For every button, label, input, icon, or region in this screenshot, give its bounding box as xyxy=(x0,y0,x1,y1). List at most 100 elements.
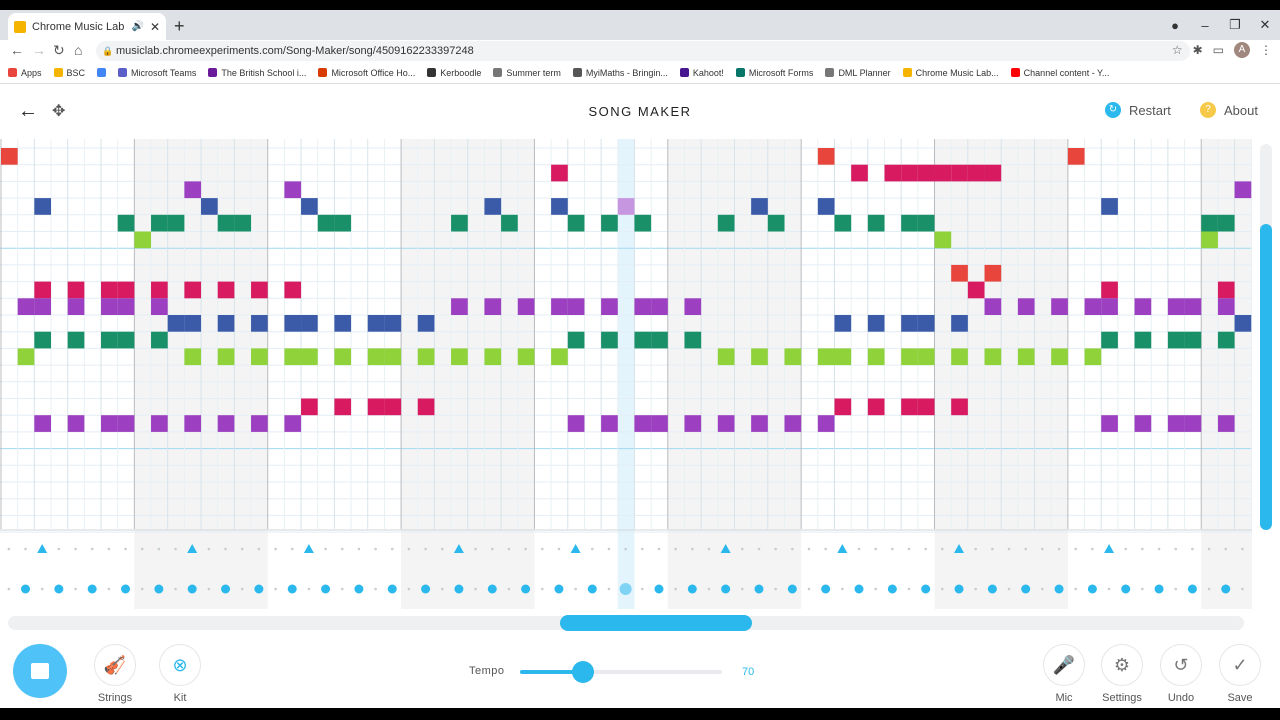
vertical-scrollbar-thumb[interactable] xyxy=(1260,224,1272,530)
percussion-empty-dot[interactable] xyxy=(907,547,911,551)
note-cell[interactable] xyxy=(817,148,835,165)
note-cell[interactable] xyxy=(717,214,735,232)
note-cell[interactable] xyxy=(917,315,935,332)
note-cell[interactable] xyxy=(284,281,302,299)
note-cell[interactable] xyxy=(384,348,402,366)
percussion-empty-dot[interactable] xyxy=(40,587,44,591)
note-cell[interactable] xyxy=(567,214,585,232)
bookmark-item[interactable]: Summer term xyxy=(493,68,561,78)
percussion-empty-dot[interactable] xyxy=(107,587,111,591)
note-cell[interactable] xyxy=(34,198,52,215)
note-cell[interactable] xyxy=(984,348,1002,366)
percussion-empty-dot[interactable] xyxy=(107,547,111,551)
note-cell[interactable] xyxy=(184,181,202,199)
note-cell[interactable] xyxy=(217,315,235,332)
percussion-empty-dot[interactable] xyxy=(390,547,394,551)
percussion-kick-dot[interactable] xyxy=(487,584,497,594)
note-cell[interactable] xyxy=(301,348,318,366)
mic-button[interactable]: 🎤 Mic xyxy=(1034,644,1094,704)
percussion-empty-dot[interactable] xyxy=(1207,587,1211,591)
percussion-empty-dot[interactable] xyxy=(1007,587,1011,591)
percussion-kick-dot[interactable] xyxy=(354,584,364,594)
note-cell[interactable] xyxy=(251,415,268,432)
note-cell[interactable] xyxy=(301,198,318,215)
percussion-empty-dot[interactable] xyxy=(824,547,827,551)
percussion-empty-dot[interactable] xyxy=(307,587,311,591)
percussion-empty-dot[interactable] xyxy=(941,547,944,551)
percussion-empty-dot[interactable] xyxy=(857,547,861,551)
note-cell[interactable] xyxy=(967,164,985,182)
percussion-empty-dot[interactable] xyxy=(1174,587,1178,591)
note-cell[interactable] xyxy=(484,198,502,215)
note-cell[interactable] xyxy=(751,348,768,366)
percussion-empty-dot[interactable] xyxy=(124,547,127,551)
bookmark-item[interactable] xyxy=(97,68,107,77)
percussion-empty-dot[interactable] xyxy=(90,547,94,551)
note-cell[interactable] xyxy=(451,214,468,232)
percussion-kick-dot[interactable] xyxy=(387,584,397,594)
note-cell[interactable] xyxy=(367,315,385,332)
note-cell[interactable] xyxy=(817,198,835,215)
percussion-empty-dot[interactable] xyxy=(624,547,627,551)
note-cell[interactable] xyxy=(651,331,668,349)
note-cell[interactable] xyxy=(984,164,1002,182)
percussion-kick-dot[interactable] xyxy=(987,584,997,594)
note-cell[interactable] xyxy=(1101,281,1118,299)
note-cell[interactable] xyxy=(551,164,568,182)
note-cell[interactable] xyxy=(867,398,885,416)
note-cell[interactable] xyxy=(651,415,668,432)
percussion-kick-dot[interactable] xyxy=(954,584,964,594)
note-cell[interactable] xyxy=(517,298,535,315)
percussion-empty-dot[interactable] xyxy=(1057,547,1061,551)
note-cell[interactable] xyxy=(901,398,918,416)
note-cell[interactable] xyxy=(234,214,252,232)
bookmark-item[interactable]: Microsoft Teams xyxy=(118,68,196,78)
note-cell[interactable] xyxy=(951,348,968,366)
percussion-empty-dot[interactable] xyxy=(1141,547,1144,551)
note-cell[interactable] xyxy=(67,331,85,349)
percussion-empty-dot[interactable] xyxy=(140,547,144,551)
note-cell[interactable] xyxy=(1217,415,1235,432)
note-cell[interactable] xyxy=(17,298,35,315)
percussion-empty-dot[interactable] xyxy=(1024,547,1028,551)
note-cell[interactable] xyxy=(867,348,885,366)
note-cell[interactable] xyxy=(1201,214,1218,232)
kit-button[interactable]: ⊗ Kit xyxy=(150,644,210,704)
percussion-empty-dot[interactable] xyxy=(674,547,677,551)
note-cell[interactable] xyxy=(784,415,802,432)
note-cell[interactable] xyxy=(934,164,952,182)
percussion-empty-dot[interactable] xyxy=(924,547,927,551)
note-cell[interactable] xyxy=(1134,415,1152,432)
bookmark-item[interactable]: DML Planner xyxy=(825,68,891,78)
percussion-empty-dot[interactable] xyxy=(1241,547,1244,551)
percussion-triangle[interactable] xyxy=(453,544,464,553)
note-cell[interactable] xyxy=(1234,315,1252,332)
note-cell[interactable] xyxy=(484,298,502,315)
note-cell[interactable] xyxy=(117,281,135,299)
note-cell[interactable] xyxy=(151,298,168,315)
percussion-empty-dot[interactable] xyxy=(440,587,444,591)
note-cell[interactable] xyxy=(867,214,885,232)
percussion-kick-dot[interactable] xyxy=(87,584,97,594)
note-cell[interactable] xyxy=(67,415,85,432)
note-cell[interactable] xyxy=(484,348,502,366)
note-cell[interactable] xyxy=(34,415,52,432)
percussion-empty-dot[interactable] xyxy=(691,547,694,551)
percussion-kick-dot[interactable] xyxy=(254,584,264,594)
percussion-empty-dot[interactable] xyxy=(1091,547,1094,551)
percussion-empty-dot[interactable] xyxy=(540,547,544,551)
note-cell[interactable] xyxy=(417,398,435,416)
percussion-empty-dot[interactable] xyxy=(807,547,811,551)
percussion-empty-dot[interactable] xyxy=(274,587,277,591)
note-cell[interactable] xyxy=(817,415,835,432)
note-cell[interactable] xyxy=(551,298,568,315)
note-cell[interactable] xyxy=(717,348,735,366)
note-cell[interactable] xyxy=(834,315,852,332)
percussion-triangle[interactable] xyxy=(303,544,314,553)
percussion-empty-dot[interactable] xyxy=(774,547,777,551)
note-cell[interactable] xyxy=(151,331,168,349)
percussion-empty-dot[interactable] xyxy=(1191,547,1194,551)
percussion-empty-dot[interactable] xyxy=(791,547,794,551)
note-cell[interactable] xyxy=(101,415,118,432)
percussion-empty-dot[interactable] xyxy=(507,547,511,551)
